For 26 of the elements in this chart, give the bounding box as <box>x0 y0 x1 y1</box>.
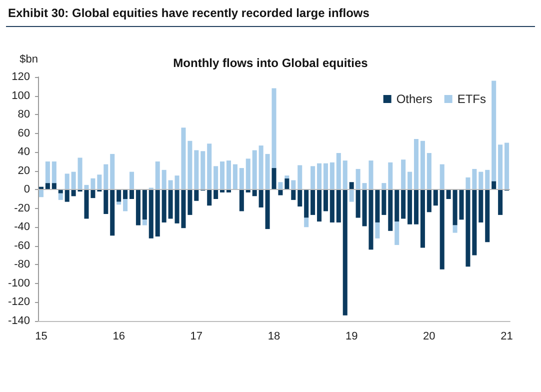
y-tick-label: -40 <box>14 221 30 234</box>
y-tick-label: 120 <box>12 71 30 83</box>
x-tick-label: 21 <box>500 330 513 342</box>
y-tick-label: 20 <box>18 164 30 177</box>
x-tick-label: 19 <box>345 330 358 342</box>
y-tick-label: -60 <box>14 240 30 252</box>
y-tick-label: 80 <box>18 108 30 121</box>
y-tick-label: 60 <box>18 127 30 140</box>
y-tick-label: 40 <box>18 146 30 158</box>
y-tick-label: -120 <box>8 296 30 308</box>
y-axis-title: $bn <box>20 54 38 66</box>
x-tick-label: 18 <box>268 330 280 342</box>
y-tick-label: -80 <box>14 258 30 271</box>
y-tick-label: -100 <box>8 277 30 290</box>
y-tick-label: 100 <box>12 90 30 102</box>
legend-label: ETFs <box>457 92 486 106</box>
chart-subtitle: Monthly flows into Global equities <box>173 56 368 70</box>
y-tick-label: -20 <box>14 202 30 214</box>
x-tick-label: 17 <box>190 330 203 342</box>
y-tick-label: 0 <box>24 184 30 196</box>
x-tick-label: 15 <box>35 330 48 342</box>
x-tick-label: 16 <box>112 330 125 342</box>
y-tick-label: -140 <box>8 315 30 327</box>
legend-label: Others <box>396 92 432 106</box>
x-tick-label: 20 <box>423 330 436 342</box>
chart-title: Exhibit 30: Global equities have recently recorded large inflows <box>8 6 370 20</box>
